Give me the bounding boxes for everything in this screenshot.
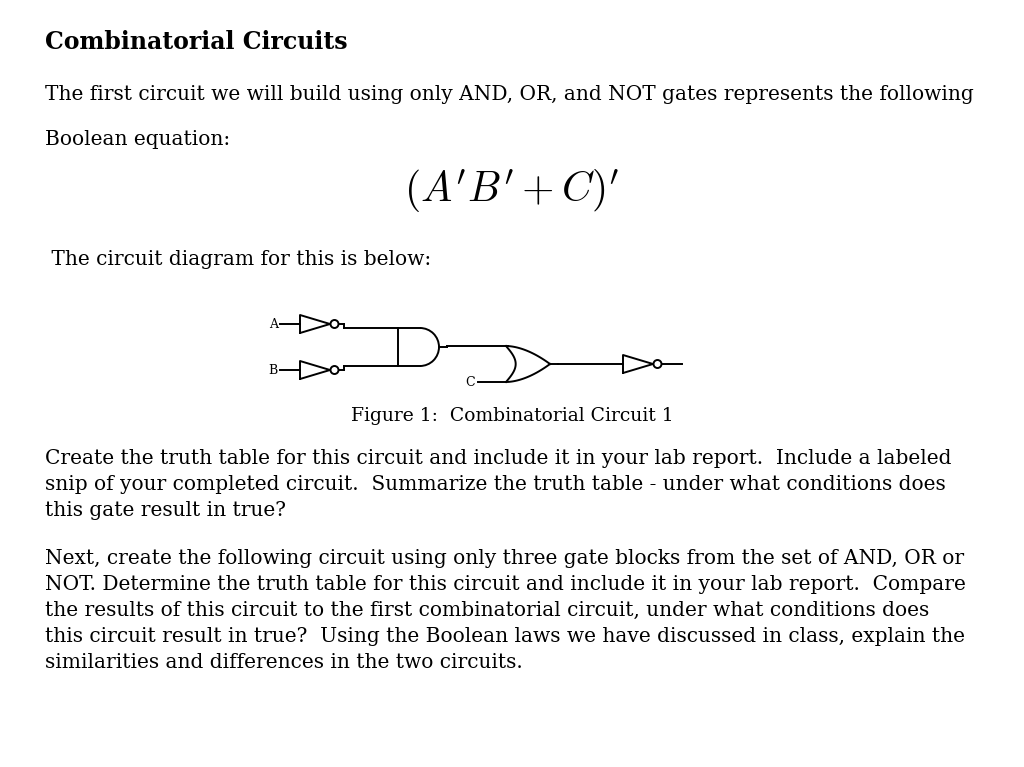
Text: Combinatorial Circuits: Combinatorial Circuits (45, 30, 347, 54)
Text: the results of this circuit to the first combinatorial circuit, under what condi: the results of this circuit to the first… (45, 601, 929, 620)
Circle shape (653, 360, 662, 368)
Circle shape (331, 320, 339, 328)
Text: snip of your completed circuit.  Summarize the truth table - under what conditio: snip of your completed circuit. Summariz… (45, 475, 946, 494)
Text: $(A'B' + C)'$: $(A'B' + C)'$ (404, 167, 620, 215)
Text: Boolean equation:: Boolean equation: (45, 130, 230, 149)
Text: B: B (268, 364, 278, 377)
Text: NOT. Determine the truth table for this circuit and include it in your lab repor: NOT. Determine the truth table for this … (45, 575, 966, 594)
Text: Next, create the following circuit using only three gate blocks from the set of : Next, create the following circuit using… (45, 549, 965, 568)
Text: C: C (465, 376, 475, 389)
Text: similarities and differences in the two circuits.: similarities and differences in the two … (45, 653, 522, 672)
Circle shape (331, 366, 339, 374)
Text: Figure 1:  Combinatorial Circuit 1: Figure 1: Combinatorial Circuit 1 (350, 407, 674, 425)
Text: Create the truth table for this circuit and include it in your lab report.  Incl: Create the truth table for this circuit … (45, 449, 951, 468)
Text: The circuit diagram for this is below:: The circuit diagram for this is below: (45, 250, 431, 269)
Text: A: A (269, 318, 278, 331)
Text: this circuit result in true?  Using the Boolean laws we have discussed in class,: this circuit result in true? Using the B… (45, 627, 965, 646)
Text: this gate result in true?: this gate result in true? (45, 501, 286, 520)
Text: The first circuit we will build using only AND, OR, and NOT gates represents the: The first circuit we will build using on… (45, 85, 974, 104)
